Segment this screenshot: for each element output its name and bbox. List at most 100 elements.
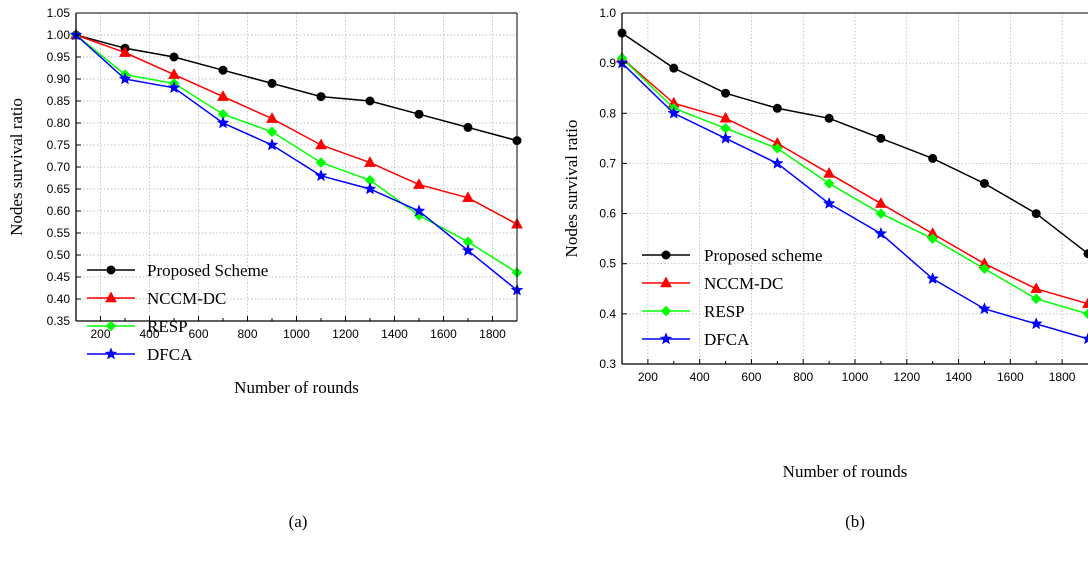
series-nccm-dc — [616, 51, 1088, 309]
data-point — [218, 65, 228, 75]
data-point — [1031, 209, 1041, 219]
data-point — [1081, 332, 1088, 345]
y-tick-label: 0.4 — [599, 307, 616, 321]
y-tick-label: 0.7 — [599, 156, 616, 170]
y-tick-label: 1.05 — [47, 6, 71, 20]
legend-item: NCCM-DC — [87, 289, 226, 308]
legend-marker — [660, 305, 672, 317]
data-point — [823, 166, 836, 178]
data-point — [772, 103, 782, 113]
data-point — [413, 178, 425, 189]
chart-panel-b: 200 400 600 800 1000 1200 1400 1600 1800 0.3 0.4 0.… — [562, 6, 1088, 531]
data-point — [721, 88, 731, 98]
legend-label: Proposed Scheme — [147, 261, 268, 280]
x-tick-label: 1400 — [381, 327, 408, 341]
series-line — [621, 32, 1088, 255]
y-axis-label: Nodes survival ratio — [562, 120, 581, 258]
x-tick-label: 1600 — [997, 370, 1024, 384]
x-tick-label: 1000 — [842, 370, 869, 384]
data-point — [1030, 282, 1043, 294]
legend-label: RESP — [704, 302, 745, 321]
data-point — [461, 243, 475, 257]
legend-label: NCCM-DC — [147, 289, 226, 308]
data-point — [979, 178, 989, 188]
legend-label: RESP — [147, 317, 188, 336]
data-point — [927, 233, 939, 244]
y-tick-label: 0.50 — [47, 248, 71, 262]
series-line — [75, 34, 518, 291]
legend-item: Proposed Scheme — [87, 261, 268, 280]
legend-label: DFCA — [147, 345, 193, 364]
data-point — [667, 106, 681, 119]
data-point — [771, 143, 783, 154]
legend-label: NCCM-DC — [704, 274, 783, 293]
legend-item: NCCM-DC — [642, 274, 783, 293]
x-tick-label: 1600 — [430, 327, 457, 341]
data-point — [119, 46, 131, 57]
data-point — [265, 138, 279, 151]
data-point — [824, 113, 834, 123]
legend-marker — [106, 265, 116, 275]
x-tick-label: 1800 — [479, 327, 506, 341]
axes: 200 400 600 800 1000 1200 1400 1600 1800 0.35 0.40… — [47, 6, 518, 341]
series-line — [621, 62, 1088, 340]
data-point — [414, 109, 424, 119]
data-point — [1082, 308, 1088, 320]
y-tick-label: 1.00 — [47, 28, 71, 42]
x-tick-label: 600 — [188, 327, 208, 341]
x-tick-label: 1000 — [283, 327, 310, 341]
y-tick-label: 0.90 — [47, 72, 71, 86]
data-point — [874, 226, 888, 240]
x-tick-label: 1400 — [945, 370, 972, 384]
x-axis-label: Number of rounds — [783, 462, 908, 481]
data-point — [822, 196, 836, 209]
data-point — [978, 302, 991, 315]
series-line — [75, 34, 518, 274]
legend-marker — [660, 276, 672, 288]
data-point — [823, 178, 835, 189]
y-tick-label: 0.9 — [599, 56, 616, 70]
series-nccm-dc — [70, 28, 523, 229]
legend-item: RESP — [87, 317, 188, 336]
data-point — [267, 78, 277, 88]
gridlines — [76, 13, 517, 321]
data-point — [669, 63, 679, 73]
y-tick-label: 0.35 — [47, 314, 71, 328]
gridlines — [622, 13, 1088, 364]
x-tick-label: 200 — [90, 327, 110, 341]
legend: Proposed scheme NCCM-DC RESP DFCA — [642, 246, 823, 349]
y-tick-label: 0.3 — [599, 357, 616, 371]
data-point — [412, 204, 426, 217]
data-point — [979, 263, 990, 275]
y-tick-label: 0.5 — [599, 257, 616, 271]
data-point — [314, 169, 328, 182]
panel-caption: (a) — [289, 512, 308, 531]
data-point — [926, 272, 940, 285]
data-point — [770, 156, 784, 169]
x-tick-label: 1200 — [332, 327, 359, 341]
axes: 200 400 600 800 1000 1200 1400 1600 1800 0.3 0.4 0.… — [599, 6, 1088, 384]
legend-item: Proposed scheme — [642, 246, 823, 265]
data-point — [118, 72, 132, 85]
data-point — [167, 81, 181, 94]
data-point — [876, 133, 886, 143]
y-tick-label: 0.45 — [47, 270, 71, 284]
data-point — [1030, 293, 1042, 305]
y-tick-label: 0.80 — [47, 116, 71, 130]
legend-label: Proposed scheme — [704, 246, 823, 265]
y-tick-label: 0.85 — [47, 94, 71, 108]
y-tick-label: 0.60 — [47, 204, 71, 218]
data-point — [719, 131, 732, 144]
series-line — [621, 57, 1088, 305]
legend-marker — [661, 250, 671, 260]
y-tick-label: 0.55 — [47, 226, 71, 240]
legend-item: DFCA — [642, 330, 750, 349]
data-point — [169, 52, 179, 62]
y-tick-label: 0.8 — [599, 106, 616, 120]
data-point — [364, 156, 376, 167]
legend-item: RESP — [642, 302, 745, 321]
data-point — [216, 116, 230, 129]
series-line — [75, 34, 518, 142]
y-tick-label: 0.6 — [599, 207, 616, 221]
y-tick-label: 0.95 — [47, 50, 71, 64]
